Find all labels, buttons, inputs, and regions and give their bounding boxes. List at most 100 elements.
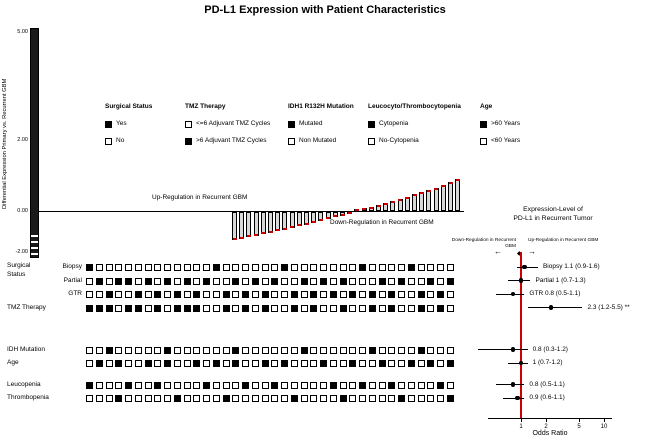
matrix-cell <box>359 304 366 312</box>
matrix-cell <box>359 346 366 354</box>
matrix-cell <box>134 381 142 389</box>
matrix-cell <box>232 277 240 285</box>
matrix-cell <box>329 304 337 312</box>
matrix-cell <box>349 381 357 389</box>
matrix-cell <box>281 346 288 354</box>
legend-swatch-empty <box>480 138 487 145</box>
legend-swatch-filled <box>288 121 295 128</box>
matrix-cell <box>86 264 93 271</box>
waterfall-bar <box>239 212 245 239</box>
y-axis-tick <box>31 247 38 249</box>
or-axis-tick-label: 1 <box>519 424 523 430</box>
matrix-cell <box>310 304 318 312</box>
matrix-cell <box>349 304 357 312</box>
matrix-cell <box>446 395 454 402</box>
matrix-cell <box>446 381 454 389</box>
matrix-cell <box>144 264 152 271</box>
matrix-cell <box>446 291 454 298</box>
matrix-cell <box>310 381 318 389</box>
matrix-cell <box>203 395 210 402</box>
matrix-cell <box>427 304 435 312</box>
matrix-cell <box>417 264 425 271</box>
matrix-cell <box>232 395 240 402</box>
matrix-cell <box>427 346 435 354</box>
matrix-cell <box>261 346 269 354</box>
matrix-cell <box>144 277 152 285</box>
forest-point <box>510 382 516 387</box>
matrix-cell <box>300 360 308 367</box>
matrix-cell <box>242 291 249 298</box>
bar-tip-cap <box>412 194 417 197</box>
matrix-cell <box>368 360 376 367</box>
matrix-cell <box>300 381 308 389</box>
bar-tip-cap <box>275 229 280 232</box>
bar-tip-cap <box>246 235 251 238</box>
matrix-cell <box>407 277 415 285</box>
y-axis-tick-label: 5.00 <box>17 29 28 35</box>
matrix-cell <box>173 264 181 271</box>
matrix-cell <box>95 291 103 298</box>
matrix-cell <box>446 360 454 367</box>
matrix-cell <box>154 291 162 298</box>
matrix-cell <box>86 395 93 402</box>
waterfall-bar <box>419 192 425 211</box>
matrix-cell <box>407 304 415 312</box>
matrix-cell <box>125 360 132 367</box>
bar-tip-cap <box>333 215 338 218</box>
matrix-cell <box>86 291 93 298</box>
or-reference-line <box>520 252 522 418</box>
forest-ci-line <box>477 349 528 350</box>
bar-tip-cap <box>304 222 309 225</box>
matrix-cell <box>417 395 425 402</box>
matrix-cell <box>222 395 230 402</box>
matrix-cell <box>329 291 337 298</box>
y-axis-tick <box>31 253 38 255</box>
matrix-cell <box>222 346 230 354</box>
matrix-cell <box>290 304 298 312</box>
matrix-cell <box>183 291 191 298</box>
matrix-cell <box>164 381 171 389</box>
matrix-cell <box>359 360 366 367</box>
legend-item-label: No-Cytopenia <box>379 137 419 144</box>
legend-group-title: Age <box>480 103 493 110</box>
matrix-cell <box>359 277 366 285</box>
matrix-cell <box>115 360 123 367</box>
bar-tip-cap <box>290 226 295 229</box>
matrix-cell <box>281 264 288 271</box>
forest-row-label: 0.9 (0.6-1.1) <box>529 394 565 401</box>
matrix-cell <box>193 381 201 389</box>
matrix-cell <box>378 360 386 367</box>
matrix-cell <box>86 381 93 389</box>
matrix-cell <box>154 277 162 285</box>
legend-item-label: Yes <box>116 120 127 127</box>
matrix-cell <box>193 277 201 285</box>
matrix-cell <box>154 381 162 389</box>
matrix-cell <box>212 291 220 298</box>
matrix-cell <box>212 395 220 402</box>
matrix-cell <box>281 291 288 298</box>
matrix-cell <box>144 395 152 402</box>
matrix-cell <box>271 381 279 389</box>
legend-group-title: TMZ Therapy <box>185 103 226 110</box>
matrix-cell <box>251 304 259 312</box>
matrix-cell <box>134 291 142 298</box>
matrix-cell <box>134 346 142 354</box>
matrix-cell <box>398 264 405 271</box>
waterfall-bar <box>232 212 237 241</box>
matrix-cell <box>349 291 357 298</box>
matrix-cell <box>173 277 181 285</box>
matrix-cell <box>193 346 201 354</box>
matrix-cell <box>242 346 249 354</box>
matrix-cell <box>251 346 259 354</box>
matrix-cell <box>183 346 191 354</box>
matrix-cell <box>95 381 103 389</box>
forest-row-label: 1 (0.7-1.2) <box>532 359 563 366</box>
matrix-cell <box>407 360 415 367</box>
legend-swatch-empty <box>288 138 295 145</box>
matrix-cell <box>115 264 123 271</box>
matrix-cell <box>271 264 279 271</box>
or-axis-tick-label: 2 <box>544 424 548 430</box>
matrix-cell <box>203 264 210 271</box>
matrix-cell <box>154 346 162 354</box>
waterfall-bar <box>455 179 461 211</box>
